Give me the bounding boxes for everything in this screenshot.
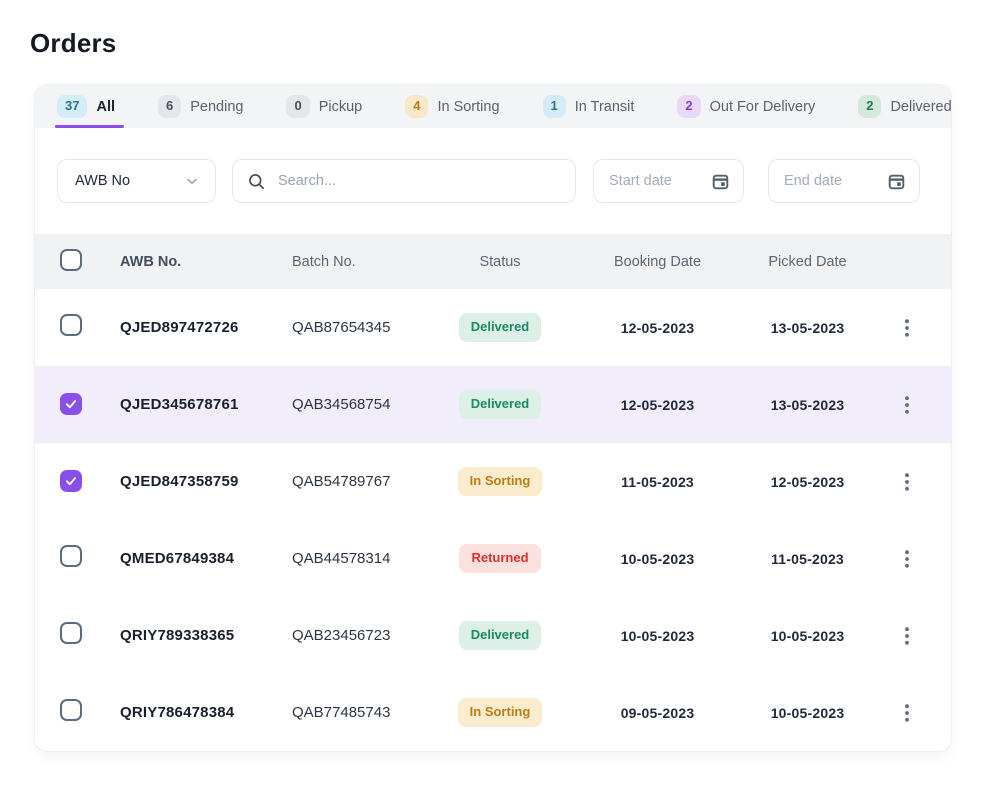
row-checkbox[interactable]	[60, 545, 82, 567]
tab-count-badge: 0	[286, 95, 310, 118]
header-booking-date: Booking Date	[613, 253, 702, 270]
booking-date-cell: 11-05-2023	[621, 473, 694, 490]
table-body: QJED897472726 QAB87654345 Delivered 12-0…	[35, 289, 951, 751]
picked-date-cell: 10-05-2023	[770, 627, 845, 644]
select-all-checkbox[interactable]	[60, 248, 82, 271]
header-awb: AWB No.	[120, 253, 182, 270]
status-tabs: 37 All 6 Pending 0 Pickup 4 In Sorting 1…	[35, 85, 951, 128]
tab-count-badge: 2	[858, 95, 882, 118]
row-checkbox[interactable]	[60, 699, 82, 721]
kebab-menu-icon[interactable]	[901, 392, 913, 418]
awb-cell: QRIY786478384	[120, 704, 235, 721]
awb-cell: QMED67849384	[120, 550, 235, 567]
picked-date-cell: 13-05-2023	[770, 319, 845, 336]
tab-count-badge: 37	[57, 95, 88, 118]
row-checkbox[interactable]	[60, 622, 82, 644]
search-box	[232, 159, 576, 203]
booking-date-cell: 10-05-2023	[620, 627, 695, 644]
search-field-selector[interactable]: AWB No	[57, 159, 216, 203]
table-row: QMED67849384 QAB44578314 Returned 10-05-…	[35, 520, 951, 597]
status-badge: In Sorting	[457, 698, 543, 727]
header-picked-date: Picked Date	[768, 253, 847, 270]
header-status: Status	[479, 253, 521, 270]
row-checkbox[interactable]	[60, 393, 82, 415]
orders-card: 37 All 6 Pending 0 Pickup 4 In Sorting 1…	[35, 85, 951, 751]
awb-cell: QRIY789338365	[120, 627, 235, 644]
booking-date-cell: 09-05-2023	[620, 704, 695, 721]
kebab-menu-icon[interactable]	[901, 623, 913, 649]
picked-date-cell: 13-05-2023	[770, 396, 845, 413]
filter-bar: AWB No Start date End date	[35, 128, 951, 234]
tab-label: Delivered	[890, 98, 951, 115]
batch-cell: QAB77485743	[292, 704, 391, 721]
picked-date-cell: 11-05-2023	[771, 550, 844, 567]
tab-in-transit[interactable]: 1 In Transit	[542, 85, 635, 128]
kebab-menu-icon[interactable]	[901, 469, 913, 495]
tab-out-for-delivery[interactable]: 2 Out For Delivery	[677, 85, 815, 128]
tab-count-badge: 1	[542, 95, 566, 118]
status-badge: Delivered	[458, 390, 542, 419]
awb-cell: QJED847358759	[120, 473, 239, 490]
batch-cell: QAB34568754	[292, 396, 391, 413]
search-icon	[247, 172, 266, 191]
awb-cell: QJED897472726	[120, 319, 239, 336]
tab-label: In Sorting	[437, 98, 500, 115]
awb-cell: QJED345678761	[120, 396, 239, 413]
table-header: AWB No. Batch No. Status Booking Date Pi…	[35, 234, 951, 289]
booking-date-cell: 12-05-2023	[620, 319, 695, 336]
batch-cell: QAB44578314	[292, 550, 391, 567]
end-date-field[interactable]: End date	[768, 159, 920, 203]
tab-label: In Transit	[574, 98, 635, 115]
tab-count-badge: 4	[405, 95, 429, 118]
page-title: Orders	[30, 28, 117, 58]
search-input[interactable]	[276, 172, 561, 190]
status-badge: Delivered	[458, 621, 542, 650]
kebab-menu-icon[interactable]	[901, 546, 913, 572]
tab-label: Out For Delivery	[709, 98, 816, 115]
status-badge: Returned	[459, 544, 541, 573]
start-date-placeholder: Start date	[609, 173, 672, 189]
status-badge: In Sorting	[457, 467, 543, 496]
calendar-icon	[711, 172, 730, 191]
table-row: QJED897472726 QAB87654345 Delivered 12-0…	[35, 289, 951, 366]
picked-date-cell: 12-05-2023	[770, 473, 845, 490]
booking-date-cell: 12-05-2023	[620, 396, 695, 413]
batch-cell: QAB54789767	[292, 473, 391, 490]
tab-count-badge: 2	[677, 95, 701, 118]
tab-pickup[interactable]: 0 Pickup	[286, 85, 362, 128]
start-date-field[interactable]: Start date	[593, 159, 744, 203]
tab-in-sorting[interactable]: 4 In Sorting	[405, 85, 500, 128]
tab-pending[interactable]: 6 Pending	[158, 85, 243, 128]
tab-all[interactable]: 37 All	[55, 85, 124, 128]
tab-label: Pickup	[318, 98, 363, 115]
table-row: QJED847358759 QAB54789767 In Sorting 11-…	[35, 443, 951, 520]
picked-date-cell: 10-05-2023	[770, 704, 845, 721]
row-checkbox[interactable]	[60, 470, 82, 492]
kebab-menu-icon[interactable]	[901, 700, 913, 726]
tab-count-badge: 6	[158, 95, 182, 118]
status-badge: Delivered	[458, 313, 542, 342]
tab-label: Pending	[190, 98, 244, 115]
row-checkbox[interactable]	[60, 314, 82, 336]
search-field-selector-value: AWB No	[75, 173, 131, 189]
tab-label: All	[96, 98, 115, 115]
batch-cell: QAB87654345	[292, 319, 391, 336]
booking-date-cell: 10-05-2023	[620, 550, 695, 567]
table-row: QRIY786478384 QAB77485743 In Sorting 09-…	[35, 674, 951, 751]
table-row: QJED345678761 QAB34568754 Delivered 12-0…	[35, 366, 951, 443]
end-date-placeholder: End date	[784, 173, 843, 189]
table-row: QRIY789338365 QAB23456723 Delivered 10-0…	[35, 597, 951, 674]
kebab-menu-icon[interactable]	[901, 315, 913, 341]
header-batch: Batch No.	[292, 253, 356, 270]
batch-cell: QAB23456723	[292, 627, 391, 644]
calendar-icon	[887, 172, 906, 191]
tab-delivered[interactable]: 2 Delivered	[858, 85, 951, 128]
chevron-down-icon	[184, 173, 200, 189]
